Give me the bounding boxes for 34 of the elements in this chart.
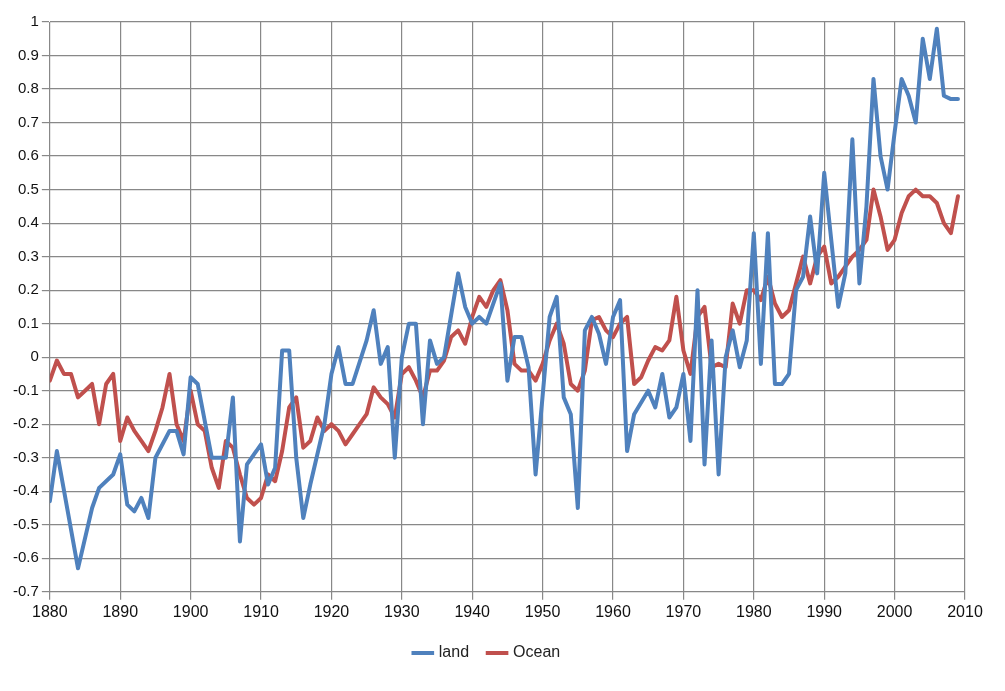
- y-tick-label: -0.1: [12, 380, 39, 398]
- y-tick-label: 0.3: [17, 246, 39, 264]
- y-tick-label: 0.8: [17, 79, 39, 97]
- x-tick-label: 2000: [876, 602, 913, 620]
- y-tick-label: 1: [30, 12, 39, 30]
- y-tick-label: 0.7: [17, 112, 39, 130]
- x-tick-label: 1890: [102, 602, 139, 620]
- y-tick-label: -0.6: [12, 548, 39, 566]
- x-tick-label: 1880: [32, 602, 68, 620]
- y-tick-label: -0.4: [12, 481, 39, 499]
- y-tick-label: -0.7: [12, 581, 39, 599]
- y-tick-label: 0: [30, 347, 39, 365]
- x-tick-label: 1960: [595, 602, 631, 620]
- x-tick-label: 1900: [172, 602, 209, 620]
- y-tick-label: 0.4: [17, 213, 39, 231]
- x-tick-label: 1940: [454, 602, 491, 620]
- legend-label: land: [438, 643, 470, 661]
- x-tick-label: 1910: [243, 602, 279, 620]
- x-tick-label: 2010: [947, 602, 983, 620]
- y-tick-label: 0.2: [17, 280, 39, 298]
- x-tick-label: 1950: [524, 602, 561, 620]
- y-tick-label: -0.2: [12, 414, 39, 432]
- y-tick-label: 0.1: [17, 313, 39, 331]
- x-tick-label: 1930: [384, 602, 420, 620]
- y-tick-label: -0.5: [12, 514, 39, 532]
- x-tick-label: 1980: [736, 602, 772, 620]
- y-tick-label: -0.3: [12, 447, 39, 465]
- x-tick-label: 1970: [665, 602, 702, 620]
- y-tick-label: 0.6: [17, 146, 39, 164]
- x-tick-label: 1920: [313, 602, 350, 620]
- y-tick-label: 0.9: [17, 45, 39, 63]
- y-tick-label: 0.5: [17, 179, 39, 197]
- x-tick-label: 1990: [806, 602, 843, 620]
- legend-label: Ocean: [513, 643, 561, 661]
